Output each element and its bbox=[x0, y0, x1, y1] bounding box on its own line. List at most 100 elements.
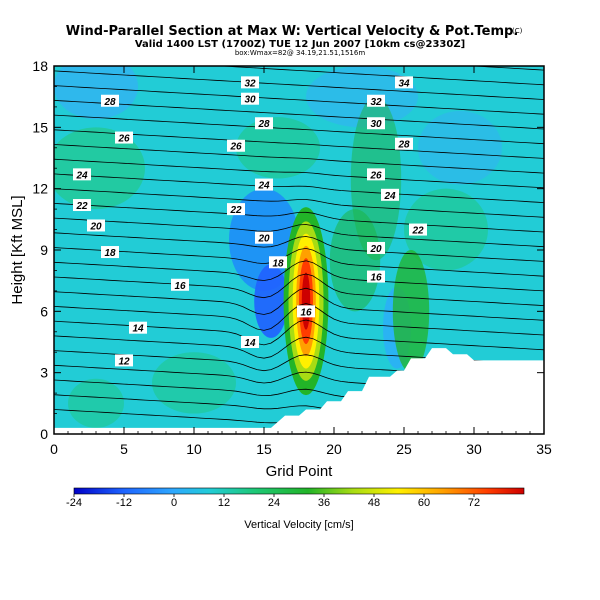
x-tick-label: 0 bbox=[50, 441, 58, 457]
velocity-field-layer bbox=[54, 66, 502, 428]
y-axis-label: Height [Kft MSL] bbox=[9, 195, 26, 304]
terrain-mask bbox=[54, 348, 544, 434]
isentrope-label: 26 bbox=[115, 131, 133, 145]
y-tick-label: 15 bbox=[32, 119, 48, 135]
isentrope-label: 28 bbox=[255, 117, 273, 130]
field-blob bbox=[392, 250, 430, 373]
isentrope-label: 16 bbox=[171, 278, 189, 292]
colorbar-tick-label: 24 bbox=[268, 497, 280, 509]
isentrope-label-text: 18 bbox=[272, 258, 284, 269]
isentrope-label: 24 bbox=[381, 188, 399, 202]
x-axis-label: Grid Point bbox=[266, 463, 334, 480]
x-tick-label: 15 bbox=[256, 441, 272, 457]
isentrope-label-text: 22 bbox=[411, 226, 424, 237]
colorbar-tick-label: 72 bbox=[468, 497, 480, 509]
isentrope-line bbox=[54, 129, 544, 159]
isentrope-label-text: 28 bbox=[397, 140, 410, 151]
x-tick-label: 35 bbox=[536, 441, 552, 457]
isentrope-label-text: 20 bbox=[369, 244, 382, 255]
isentrope-label: 18 bbox=[269, 256, 287, 269]
isentrope-line bbox=[54, 203, 544, 233]
colorbar-label: Vertical Velocity [cm/s] bbox=[244, 519, 353, 531]
isentrope-label: 20 bbox=[367, 241, 385, 255]
isentrope-label-text: 22 bbox=[75, 201, 88, 212]
colorbar-tick-label: 12 bbox=[218, 497, 230, 509]
colorbar bbox=[73, 487, 525, 495]
y-tick-label: 9 bbox=[40, 242, 48, 258]
title-copyright-mark: (C) bbox=[512, 27, 523, 35]
isentrope-label-text: 32 bbox=[370, 97, 382, 108]
colorbar-tick-label: 60 bbox=[418, 497, 430, 509]
isentrope-line bbox=[54, 173, 544, 203]
field-blob bbox=[236, 117, 320, 179]
isentrope-line bbox=[54, 287, 544, 321]
y-tick-label: 18 bbox=[32, 58, 48, 74]
isentrope-label-text: 26 bbox=[369, 170, 382, 181]
isentrope-label-text: 26 bbox=[229, 142, 242, 153]
colorbar-tick-label: 48 bbox=[368, 497, 380, 509]
x-tick-label: 30 bbox=[466, 441, 482, 457]
isentrope-label: 24 bbox=[255, 178, 273, 192]
isentrope-label: 24 bbox=[73, 168, 91, 181]
isentrope-label-text: 20 bbox=[89, 221, 102, 232]
field-blob bbox=[68, 378, 124, 428]
isentrope-label: 14 bbox=[241, 336, 259, 349]
isentrope-label: 14 bbox=[129, 321, 147, 335]
isentrope-line bbox=[54, 114, 544, 145]
isentrope-label-text: 24 bbox=[257, 181, 270, 192]
isentrope-label-text: 14 bbox=[132, 324, 144, 335]
isentrope-label-text: 24 bbox=[75, 170, 88, 181]
isentrope-label-text: 24 bbox=[383, 191, 396, 202]
isentrope-label: 30 bbox=[367, 117, 385, 130]
isentrope-label-text: 12 bbox=[118, 356, 130, 367]
isentrope-label: 28 bbox=[395, 137, 413, 151]
isentrope-label: 12 bbox=[115, 354, 133, 367]
isentrope-line bbox=[54, 144, 544, 174]
isentrope-label-text: 20 bbox=[257, 234, 270, 245]
field-blob bbox=[152, 352, 236, 414]
isentrope-line bbox=[54, 217, 544, 248]
chart-title: Wind-Parallel Section at Max W: Vertical… bbox=[66, 24, 519, 39]
isentrope-label: 16 bbox=[367, 270, 385, 284]
x-tick-label: 5 bbox=[120, 441, 128, 457]
isentrope-line bbox=[54, 273, 544, 306]
x-axis-ticks: 0 5 10 15 20 25 30 35 bbox=[50, 66, 552, 457]
colorbar-tick-label: 0 bbox=[171, 497, 177, 509]
y-tick-label: 3 bbox=[40, 365, 48, 381]
isentrope-line bbox=[54, 260, 544, 292]
colorbar-tick-label: -12 bbox=[116, 497, 132, 509]
isentrope-label-text: 16 bbox=[300, 307, 312, 318]
isentrope-label: 28 bbox=[101, 94, 119, 108]
isentrope-line bbox=[54, 232, 544, 262]
isentrope-label-text: 34 bbox=[398, 78, 410, 89]
colorbar-tick-label: 36 bbox=[318, 497, 330, 509]
isentrope-label: 32 bbox=[241, 76, 259, 89]
y-tick-label: 6 bbox=[40, 303, 48, 319]
isentrope-label-text: 26 bbox=[117, 134, 130, 145]
field-blob bbox=[418, 110, 502, 185]
isentrope-line bbox=[214, 66, 544, 86]
isentrope-line bbox=[54, 85, 544, 115]
isentrope-label-text: 32 bbox=[244, 78, 256, 89]
subtitle-box-info: box:Wmax=82@ 34.19,21.51,1516m bbox=[235, 49, 366, 57]
isentrope-label: 34 bbox=[395, 76, 413, 89]
field-blob bbox=[54, 127, 145, 210]
isentrope-line bbox=[54, 158, 544, 189]
isentrope-lines bbox=[54, 66, 544, 434]
field-blob bbox=[254, 264, 288, 338]
isentrope-line bbox=[54, 70, 544, 100]
isentrope-label: 18 bbox=[101, 246, 119, 259]
isentrope-label-text: 30 bbox=[370, 119, 382, 130]
isentrope-label-text: 14 bbox=[244, 338, 256, 349]
x-tick-label: 10 bbox=[186, 441, 202, 457]
y-tick-label: 12 bbox=[32, 181, 48, 197]
isentrope-label-text: 28 bbox=[103, 97, 116, 108]
x-tick-label: 25 bbox=[396, 441, 412, 457]
isentrope-label-text: 16 bbox=[370, 273, 382, 284]
y-tick-label: 0 bbox=[40, 426, 48, 442]
isentrope-label-text: 16 bbox=[174, 281, 186, 292]
isentrope-label-text: 30 bbox=[244, 95, 256, 106]
colorbar-ticks: -24 -12 0 12 24 36 48 60 72 bbox=[66, 494, 480, 509]
